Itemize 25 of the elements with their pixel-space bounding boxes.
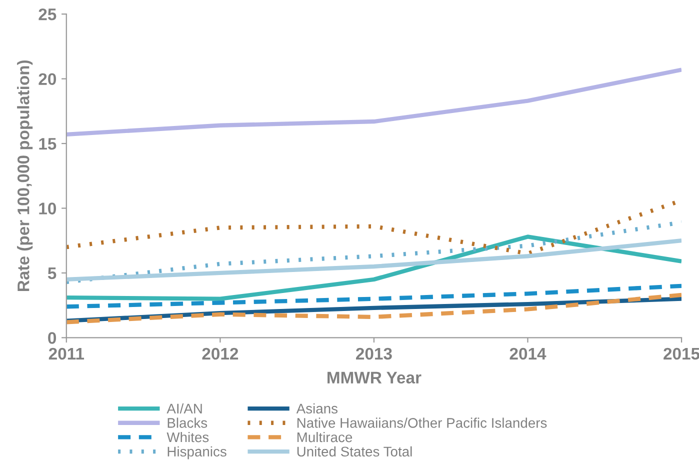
y-tick-label: 0 [48,332,56,344]
y-tick-label: 5 [48,268,56,280]
x-tick-label: 2014 [510,348,546,360]
legend-label: AI/AN [166,403,202,414]
legend-label: Whites [166,432,209,442]
legend-label: Hispanics [168,446,226,460]
legend-label: Native Hawaiians/Other Pacific Islanders [297,418,547,428]
x-tick-label: 2012 [202,348,238,360]
line-series [66,234,682,301]
legend-label: United States Total [297,446,412,457]
y-tick-label: 25 [38,8,56,20]
legend-label: Blacks [168,418,208,428]
x-tick-label: 2013 [356,348,392,360]
y-tick-label: 10 [39,202,56,214]
x-axis-title: MMWR Year [328,372,422,384]
line-series [66,284,682,309]
legend-label: Asians [296,403,338,414]
line-series [66,68,682,137]
line-series [66,238,682,282]
y-tick-label: 15 [39,138,56,150]
y-axis-title: Rate (per 100,000 population) [17,60,33,291]
line-series [66,220,682,284]
x-tick-label: 2011 [48,348,84,360]
legend-label: Multirace [297,432,352,442]
y-tick-label: 20 [38,73,56,85]
